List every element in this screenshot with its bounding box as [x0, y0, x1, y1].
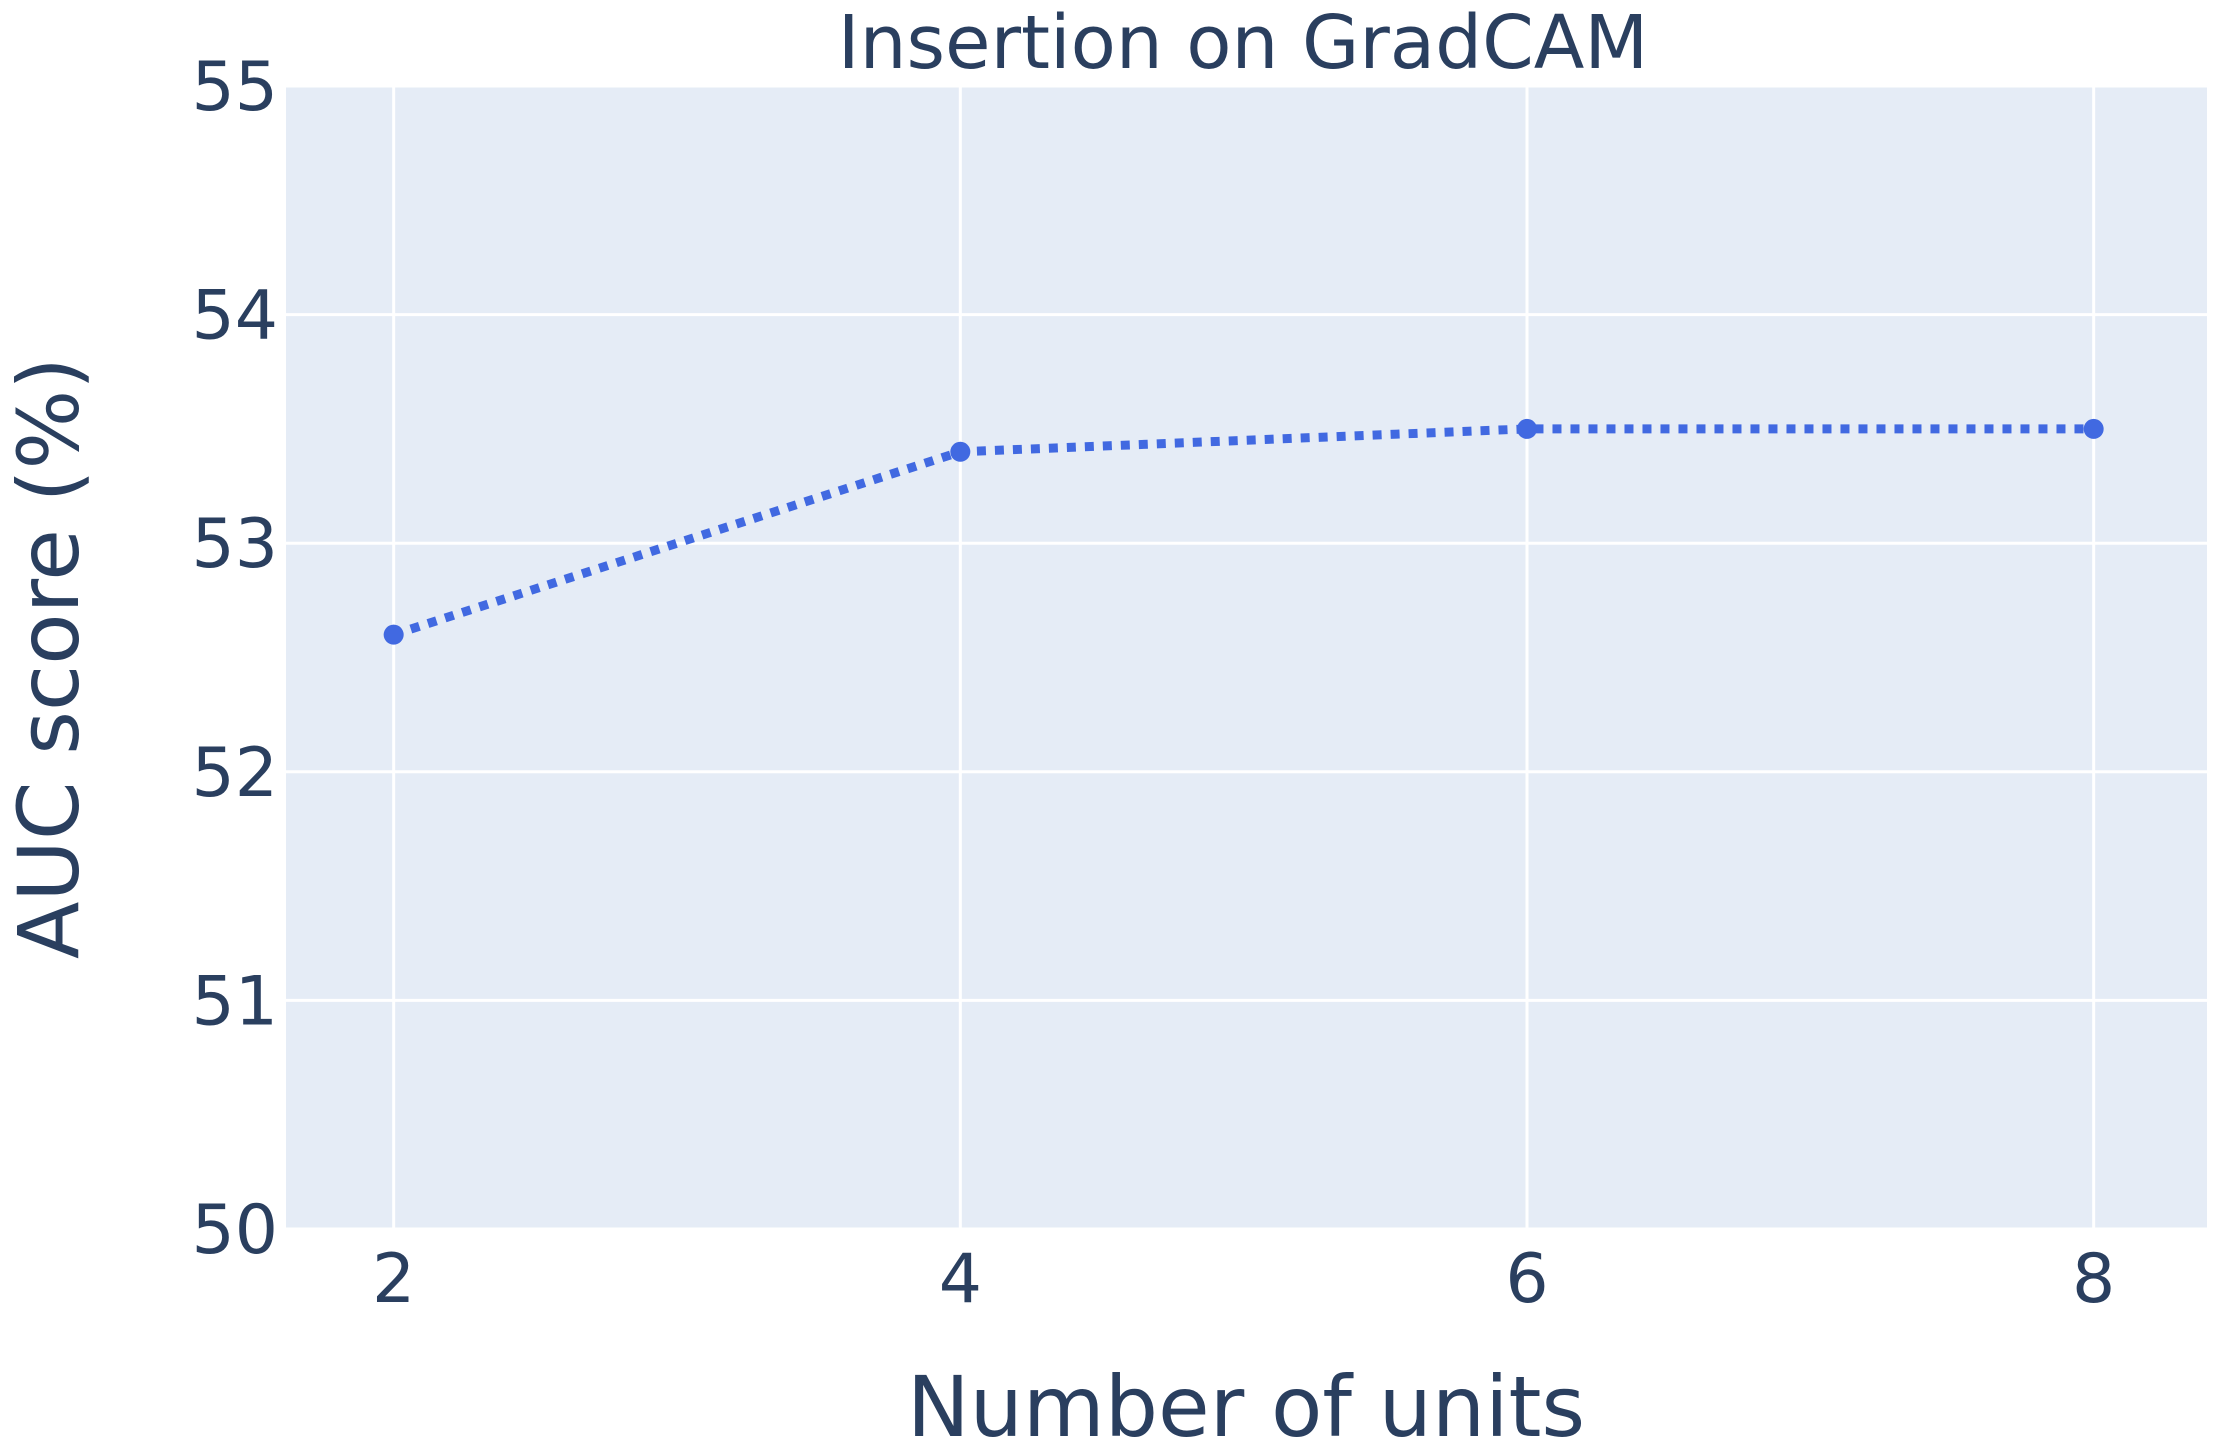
y-tick-label: 54 — [191, 277, 278, 356]
data-point — [2083, 418, 2104, 439]
y-tick-label: 51 — [191, 962, 278, 1041]
series-layer — [383, 418, 2104, 645]
x-tick-label: 8 — [2072, 1240, 2115, 1319]
y-axis-title: AUC score (%) — [0, 357, 98, 959]
data-point — [383, 624, 404, 645]
y-tick-label: 55 — [191, 48, 278, 127]
x-tick-label: 6 — [1505, 1240, 1548, 1319]
y-tick-labels: 50 51 52 53 54 55 — [191, 48, 278, 1270]
x-tick-labels: 2 4 6 8 — [372, 1240, 2115, 1319]
plot-background — [286, 86, 2207, 1229]
x-axis-title: Number of units — [907, 1358, 1585, 1452]
y-tick-label: 53 — [191, 505, 278, 584]
y-tick-label: 50 — [191, 1191, 278, 1270]
chart-title: Insertion on GradCAM — [838, 0, 1648, 86]
y-tick-label: 52 — [191, 734, 278, 813]
x-tick-label: 2 — [372, 1240, 415, 1319]
grid-lines — [286, 84, 2207, 1231]
series-line — [392, 424, 2094, 639]
x-tick-label: 4 — [939, 1240, 982, 1319]
data-point — [1517, 418, 1537, 439]
data-point — [950, 441, 971, 462]
